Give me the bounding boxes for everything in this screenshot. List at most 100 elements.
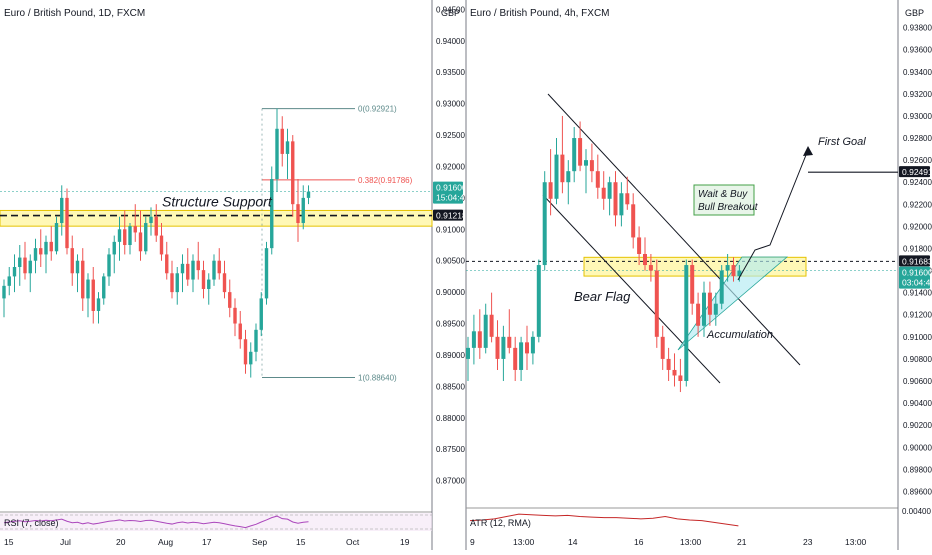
four-hour-chart-panel[interactable]: 0.93800 0.93600 0.93400 0.93200 0.93000 0.928… — [465, 0, 932, 550]
right-y-tick-label: 0.91200 — [903, 311, 932, 320]
left-time-axis[interactable]: 15 Jul 20 Aug 17 Sep 15 Oct 19 — [4, 537, 410, 547]
left-x-tick-label: 15 — [296, 537, 306, 547]
daily-candle-body — [123, 229, 127, 246]
fibonacci-retracement[interactable]: 0(0.92921) 0.382(0.91786) 1(0.88640) — [261, 105, 413, 383]
daily-candle-body — [154, 216, 158, 236]
right-y-tick-label: 0.92000 — [903, 222, 932, 231]
daily-candle-body — [270, 179, 274, 249]
daily-candle-body — [75, 260, 80, 274]
daily-candle-body — [54, 223, 59, 252]
fib-level-label: 0.382(0.91786) — [358, 176, 413, 185]
four-hour-candle-body — [731, 265, 736, 277]
daily-candle-body — [264, 248, 269, 299]
bull-breakout-text: Bull Breakout — [698, 202, 759, 213]
left-support-price-badge — [433, 209, 463, 221]
right-y-tick-label: 0.91000 — [903, 333, 932, 342]
four-hour-candle-body — [619, 193, 624, 216]
daily-candle-body — [107, 254, 111, 277]
left-price-axis[interactable]: 0.94500 0.94000 0.93500 0.93000 0.92500 0.920… — [436, 5, 465, 485]
daily-candle-body — [65, 197, 69, 249]
wait-buy-annotation-box — [693, 184, 755, 216]
daily-candle-body — [159, 235, 164, 255]
right-y-tick-label: 0.90600 — [903, 377, 932, 386]
right-y-tick-label: 0.91800 — [903, 244, 932, 253]
daily-candles — [2, 108, 311, 378]
daily-candle-body — [170, 273, 174, 293]
right-y-tick-label: 0.90200 — [903, 421, 932, 430]
four-hour-candle-body — [489, 314, 494, 337]
four-hour-candle-body — [525, 342, 529, 354]
four-hour-candle-body — [678, 375, 683, 381]
right-y-tick-label: 0.89800 — [903, 465, 932, 474]
daily-candle-body — [28, 260, 32, 274]
daily-candle-body — [238, 323, 242, 340]
daily-candle-body — [70, 248, 74, 274]
daily-candle-body — [144, 223, 148, 252]
daily-candle-body — [280, 128, 284, 154]
right-x-tick-label: 13:00 — [513, 537, 535, 547]
left-y-tick-label: 0.88000 — [436, 414, 465, 423]
four-hour-candle-body — [536, 265, 541, 337]
right-y-tick-label: 0.92200 — [903, 200, 932, 209]
four-hour-candle-body — [672, 369, 677, 376]
atr-line — [469, 513, 739, 527]
right-time-axis[interactable]: 9 13:00 14 16 13:00 21 23 13:00 — [470, 537, 867, 547]
four-hour-candle-body — [607, 182, 612, 199]
structure-support-zone — [0, 209, 433, 227]
right-y-tick-label: 0.93400 — [903, 68, 932, 77]
bear-flag-lower-line — [542, 194, 721, 384]
four-hour-candle-body — [666, 358, 671, 370]
daily-candle-body — [91, 279, 95, 311]
four-hour-candle-body — [648, 265, 653, 271]
left-x-tick-label: Sep — [252, 537, 267, 547]
daily-chart-panel[interactable]: 0.94500 0.94000 0.93500 0.93000 0.92500 0.920… — [0, 0, 469, 550]
daily-candle-body — [117, 229, 122, 242]
four-hour-candle-body — [495, 336, 500, 359]
daily-candle-body — [128, 226, 132, 246]
daily-candle-body — [33, 248, 38, 261]
four-hour-candle-body — [542, 182, 547, 266]
daily-candle-body — [249, 351, 253, 365]
left-last-price-badge — [433, 181, 463, 204]
daily-candle-body — [217, 260, 221, 274]
fib-level-label: 0(0.92921) — [358, 105, 397, 114]
daily-candle-body — [228, 292, 232, 308]
four-hour-candle-body — [483, 314, 488, 348]
right-x-tick-label: 9 — [470, 537, 475, 547]
daily-candle-body — [207, 279, 211, 289]
four-hour-candle-body — [566, 171, 571, 183]
four-hour-candle-body — [477, 331, 482, 348]
right-y-tick-label: 0.93800 — [903, 24, 932, 33]
left-y-tick-label: 0.93500 — [436, 68, 465, 77]
four-hour-candle-body — [601, 187, 606, 199]
atr-label: ATR (12, RMA) — [470, 518, 531, 528]
daily-candle-body — [18, 257, 22, 267]
right-x-tick-label: 21 — [737, 537, 747, 547]
right-currency-label: GBP — [905, 8, 924, 18]
four-hour-candle-body — [684, 265, 689, 381]
left-y-tick-label: 0.89500 — [436, 320, 465, 329]
four-hour-candle-body — [696, 303, 701, 326]
daily-candle-body — [102, 276, 106, 299]
fib-level-label: 1(0.88640) — [358, 374, 397, 383]
right-x-tick-label: 13:00 — [680, 537, 702, 547]
left-x-tick-label: Jul — [60, 537, 71, 547]
left-x-tick-label: 19 — [400, 537, 410, 547]
four-hour-candle-body — [702, 292, 706, 326]
four-hour-candle-body — [466, 347, 470, 359]
daily-candle-body — [86, 279, 90, 299]
daily-candle-body — [112, 241, 116, 255]
left-y-tick-label: 0.90500 — [436, 257, 465, 266]
daily-candle-body — [296, 204, 300, 224]
right-y-tick-label: 0.92800 — [903, 134, 932, 143]
left-last-price-text: 0.91600 — [436, 183, 467, 193]
four-hour-candle-body — [572, 138, 577, 172]
left-y-tick-label: 0.92500 — [436, 131, 465, 140]
four-hour-candle-body — [737, 270, 742, 277]
structure-support-label: Structure Support — [162, 194, 273, 210]
right-last-price-text: 0.91600 — [902, 268, 932, 278]
daily-candle-body — [39, 248, 43, 255]
right-chart-title: Euro / British Pound, 4h, FXCM — [470, 8, 610, 19]
four-hour-candle-body — [713, 303, 718, 315]
